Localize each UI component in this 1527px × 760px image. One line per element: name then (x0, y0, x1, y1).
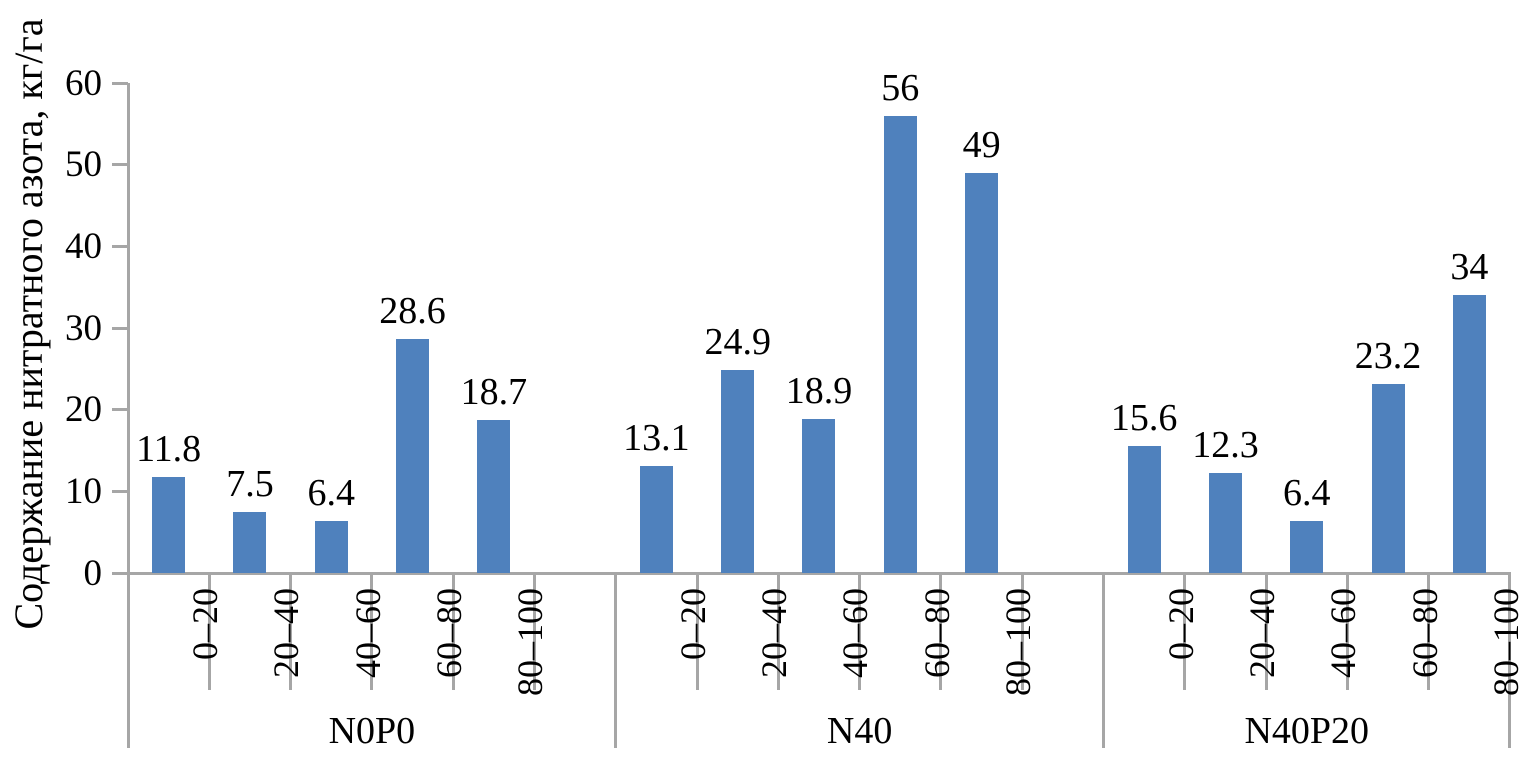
category-label: 80–100 (1485, 588, 1526, 696)
bar (314, 520, 348, 573)
category-tick-line (532, 573, 536, 690)
category-tick-line (858, 573, 862, 690)
bar (396, 339, 430, 573)
group-label: N40 (826, 710, 893, 752)
category-label: 60–80 (916, 588, 957, 678)
bar-value-label: 12.3 (1192, 423, 1259, 466)
bar-value-label: 11.8 (136, 427, 202, 470)
bar (152, 476, 186, 573)
category-tick-line (1183, 573, 1187, 690)
y-axis-tick-label: 40 (65, 225, 102, 267)
group-separator-line (614, 573, 618, 748)
y-axis-tick-label: 50 (65, 144, 102, 186)
y-axis-tick (112, 571, 128, 575)
group-label: N40P20 (1244, 710, 1370, 752)
y-axis-tick (112, 326, 128, 330)
bar (1208, 472, 1242, 573)
category-tick-line (289, 573, 293, 690)
category-label: 0–20 (185, 588, 226, 660)
bar (721, 369, 755, 573)
y-axis-tick-label: 10 (65, 470, 102, 512)
category-tick-line (1345, 573, 1349, 690)
bar (477, 420, 511, 573)
y-axis-line (126, 83, 130, 748)
category-tick-line (207, 573, 211, 690)
category-label: 20–40 (266, 588, 307, 678)
group-separator-line (1102, 573, 1106, 748)
y-axis-tick-label: 20 (65, 389, 102, 431)
group-separator-line (1508, 573, 1512, 748)
bar-value-label: 49 (962, 123, 1001, 166)
category-label: 20–40 (1241, 588, 1282, 678)
bar-value-label: 18.9 (785, 369, 853, 412)
bar (1290, 520, 1324, 573)
category-label: 40–60 (347, 588, 388, 678)
bar (639, 466, 673, 573)
bar-value-label: 23.2 (1354, 334, 1422, 377)
y-axis-tick (112, 244, 128, 248)
bar (965, 172, 999, 573)
y-axis-tick-label: 60 (65, 62, 102, 104)
bar (1452, 295, 1486, 573)
category-tick-line (939, 573, 943, 690)
category-label: 0–20 (1160, 588, 1201, 660)
category-tick-line (695, 573, 699, 690)
category-label: 80–100 (510, 588, 551, 696)
x-axis-line (112, 571, 1512, 575)
bar (1371, 383, 1405, 573)
bar (802, 418, 836, 573)
bar (233, 511, 267, 573)
category-label: 0–20 (672, 588, 713, 660)
group-label: N0P0 (328, 710, 416, 752)
y-axis-tick (112, 163, 128, 167)
category-tick-line (1264, 573, 1268, 690)
bar-value-label: 7.5 (226, 462, 274, 505)
y-axis-tick (112, 489, 128, 493)
category-tick-line (370, 573, 374, 690)
category-label: 20–40 (754, 588, 795, 678)
category-tick-line (1020, 573, 1024, 690)
y-axis-tick-label: 0 (83, 552, 103, 594)
category-tick-line (1427, 573, 1431, 690)
category-label: 60–80 (429, 588, 470, 678)
bar-value-label: 24.9 (704, 320, 771, 363)
bar-value-label: 6.4 (307, 471, 355, 514)
bar-value-label: 15.6 (1110, 396, 1178, 439)
category-label: 60–80 (1404, 588, 1445, 678)
category-tick-line (451, 573, 455, 690)
bar-value-label: 13.1 (623, 417, 690, 460)
bar-value-label: 34 (1450, 246, 1489, 289)
y-axis-tick (112, 81, 128, 85)
category-label: 80–100 (998, 588, 1039, 696)
category-tick-line (776, 573, 780, 690)
bar-value-label: 18.7 (460, 371, 528, 414)
bar-value-label: 56 (881, 66, 920, 109)
bar (1127, 445, 1161, 573)
bar-value-label: 6.4 (1283, 471, 1331, 514)
y-axis-tick (112, 408, 128, 412)
category-label: 40–60 (835, 588, 876, 678)
category-label: 40–60 (1323, 588, 1364, 678)
y-axis-tick-label: 30 (65, 307, 102, 349)
bar-value-label: 28.6 (379, 290, 446, 333)
bar (883, 115, 917, 573)
